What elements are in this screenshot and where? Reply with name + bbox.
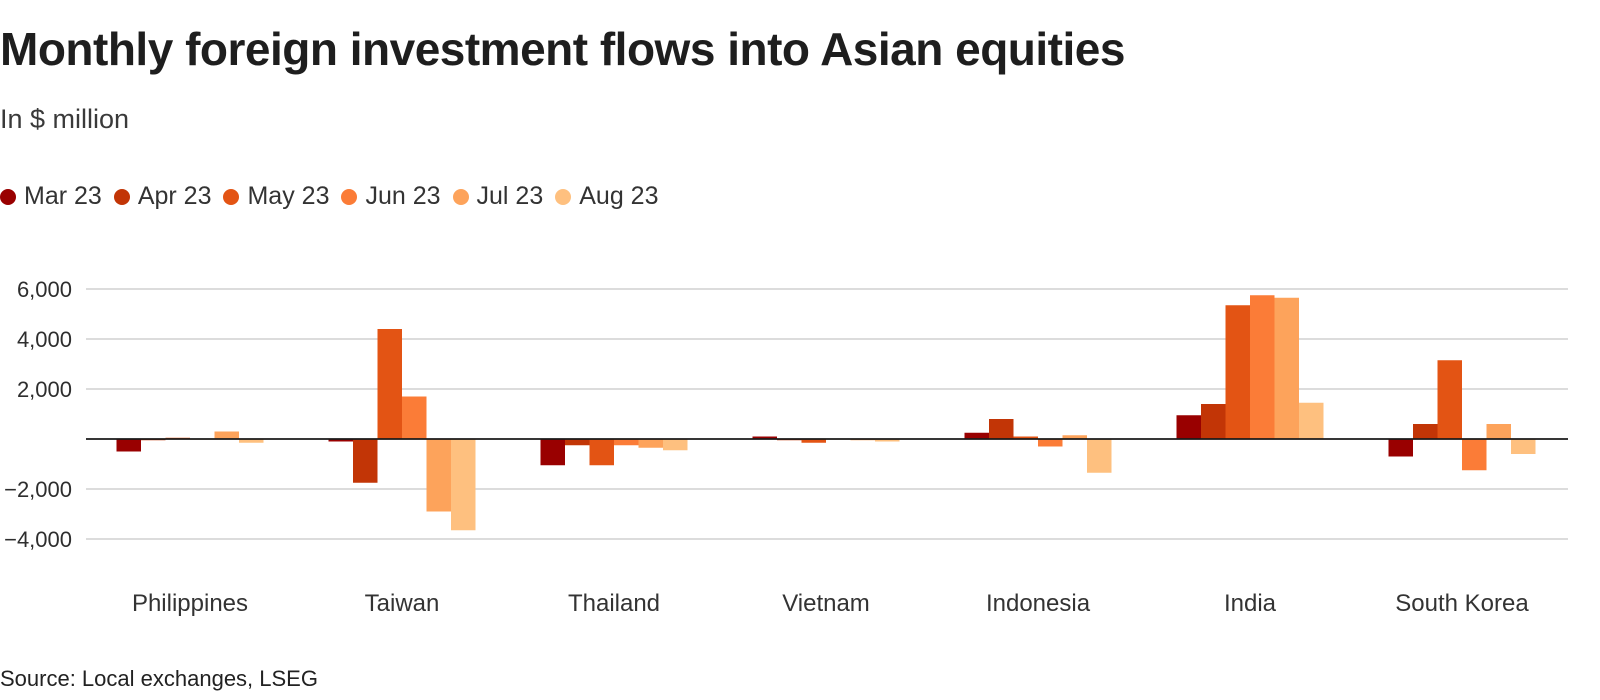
y-tick-label: −2,000 <box>4 477 72 502</box>
bar <box>989 419 1014 439</box>
bar <box>1062 435 1087 439</box>
bar <box>402 396 427 439</box>
bar <box>1274 297 1299 439</box>
legend-label: Mar 23 <box>24 182 102 210</box>
bar <box>214 431 239 439</box>
legend-label: Aug 23 <box>579 182 659 210</box>
bar <box>377 329 402 439</box>
legend-swatch <box>452 188 469 205</box>
chart-title: Monthly foreign investment flows into As… <box>0 23 1125 75</box>
bar <box>638 439 663 448</box>
bar <box>1087 439 1112 473</box>
bar <box>801 439 826 443</box>
category-label: Taiwan <box>365 590 440 617</box>
legend-item: Jun 23 <box>341 182 441 211</box>
source-note: Source: Local exchanges, LSEG <box>0 666 318 691</box>
bar <box>752 436 777 439</box>
bar-chart: 6,000 4,000 2,000 −2,000 −4,000 Philippines Ta… <box>4 277 1568 617</box>
legend-label: Apr 23 <box>137 182 212 210</box>
legend-swatch <box>555 188 572 205</box>
y-tick-label: −4,000 <box>4 527 72 552</box>
bar <box>239 439 264 443</box>
category-label: Thailand <box>568 590 660 617</box>
category-label: Philippines <box>132 590 248 617</box>
bar <box>1176 415 1201 439</box>
bar <box>663 439 688 451</box>
bar <box>328 439 353 442</box>
legend-label: Jul 23 <box>476 182 544 210</box>
legend-label: May 23 <box>247 182 330 210</box>
legend-item: Jul 23 <box>452 182 544 211</box>
bar <box>589 439 614 466</box>
legend-item: May 23 <box>223 182 329 211</box>
category-label: India <box>1224 590 1277 617</box>
legend-swatch <box>223 188 240 205</box>
bar <box>875 439 900 442</box>
bar <box>1225 305 1250 439</box>
bar <box>1299 402 1324 439</box>
chart-legend: Mar 23 Apr 23 May 23 Jun 23 Jul 23 Aug 23 <box>0 182 671 211</box>
bar <box>451 439 476 531</box>
bar <box>1038 439 1063 447</box>
legend-item: Mar 23 <box>0 182 102 211</box>
bar <box>426 439 451 512</box>
y-tick-label: 2,000 <box>17 377 72 402</box>
bar <box>1462 439 1487 471</box>
bar <box>1388 439 1413 457</box>
legend-swatch <box>113 188 130 205</box>
legend-item: Apr 23 <box>113 182 212 211</box>
bar <box>1250 295 1275 439</box>
bar <box>1511 439 1536 454</box>
bar <box>353 439 378 483</box>
bar <box>116 439 141 452</box>
bar <box>1437 360 1462 439</box>
y-tick-label: 4,000 <box>17 327 72 352</box>
legend-swatch <box>341 188 358 205</box>
legend-item: Aug 23 <box>555 182 659 211</box>
bar <box>1413 424 1438 439</box>
bar <box>964 432 989 439</box>
category-label: Vietnam <box>782 590 870 617</box>
y-tick-label: 6,000 <box>17 277 72 302</box>
legend-label: Jun 23 <box>365 182 441 210</box>
legend-swatch <box>0 188 16 205</box>
bar <box>565 439 590 446</box>
bar <box>614 439 639 446</box>
bar <box>540 439 565 466</box>
category-label: South Korea <box>1395 590 1529 617</box>
chart-subtitle: In $ million <box>0 104 130 134</box>
bar <box>1486 424 1511 439</box>
bar <box>1013 436 1038 439</box>
bar <box>1201 404 1226 439</box>
category-label: Indonesia <box>986 590 1091 617</box>
